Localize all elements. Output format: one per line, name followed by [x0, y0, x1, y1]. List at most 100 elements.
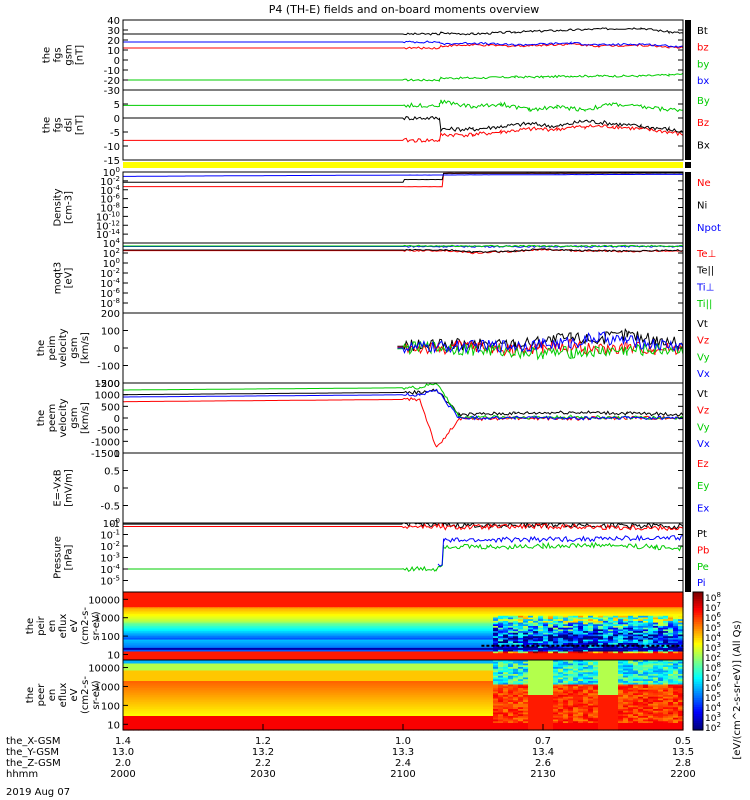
- heatmap-cell: [128, 643, 134, 646]
- heatmap-cell: [283, 610, 289, 613]
- heatmap-cell: [143, 627, 149, 630]
- heatmap-cell: [428, 612, 434, 615]
- heatmap-cell: [593, 646, 599, 649]
- heatmap-cell: [403, 656, 409, 659]
- heatmap-cell: [678, 632, 684, 636]
- heatmap-cell: [403, 620, 409, 624]
- heatmap-cell: [448, 624, 454, 627]
- heatmap-cell: [198, 602, 204, 605]
- heatmap-cell: [413, 660, 419, 663]
- heatmap-cell: [408, 624, 414, 627]
- heatmap-cell: [573, 602, 579, 605]
- heatmap-cell: [413, 607, 419, 610]
- heatmap-cell: [188, 641, 194, 644]
- heatmap-cell: [148, 649, 154, 653]
- heatmap-cell: [433, 595, 439, 598]
- heatmap-cell: [128, 609, 134, 612]
- heatmap-cell: [448, 643, 454, 646]
- heatmap-cell: [528, 622, 534, 625]
- heatmap-cell: [388, 592, 394, 595]
- heatmap-cell: [653, 609, 659, 612]
- heatmap-cell: [223, 614, 229, 617]
- heatmap-cell: [158, 607, 164, 610]
- heatmap-cell: [253, 603, 259, 607]
- heatmap-cell: [603, 646, 609, 649]
- heatmap-cell: [663, 626, 669, 629]
- heatmap-cell: [518, 609, 524, 612]
- heatmap-cell: [178, 658, 184, 661]
- heatmap-cell: [448, 656, 454, 659]
- heatmap-cell: [203, 656, 209, 659]
- heatmap-cell: [458, 614, 464, 617]
- panel-frame: [122, 522, 684, 593]
- heatmap-cell: [283, 631, 289, 634]
- heatmap-cell: [528, 646, 534, 649]
- heatmap-cell: [623, 614, 629, 617]
- heatmap-cell: [443, 597, 449, 600]
- heatmap-cell: [553, 629, 559, 632]
- heatmap-cell: [298, 629, 304, 632]
- heatmap-cell: [663, 661, 669, 665]
- heatmap-cell: [518, 605, 524, 608]
- heatmap-cell: [638, 602, 644, 605]
- heatmap-cell: [663, 660, 669, 663]
- heatmap-cell: [253, 646, 259, 649]
- heatmap-cell: [648, 656, 654, 659]
- heatmap-cell: [398, 614, 404, 617]
- heatmap-cell: [333, 639, 339, 642]
- heatmap-cell: [178, 610, 184, 613]
- heatmap-cell: [308, 658, 314, 661]
- y-tick-label: 10-8: [100, 297, 120, 310]
- heatmap-cell: [128, 622, 134, 625]
- heatmap-cell: [453, 612, 459, 615]
- heatmap-cell: [623, 610, 629, 613]
- heatmap-cell: [413, 624, 419, 627]
- heatmap-cell: [578, 620, 584, 624]
- heatmap-cell: [338, 622, 344, 625]
- heatmap-cell: [488, 602, 494, 605]
- heatmap-cell: [398, 598, 404, 602]
- heatmap-cell: [438, 598, 444, 602]
- heatmap-cell: [323, 629, 329, 632]
- heatmap-cell: [523, 636, 529, 639]
- yellow-strip: [123, 162, 683, 168]
- heatmap-cell: [448, 598, 454, 602]
- heatmap-cell: [358, 636, 364, 639]
- heatmap-cell: [563, 593, 569, 596]
- heatmap-cell: [208, 643, 214, 646]
- heatmap-cell: [463, 637, 469, 641]
- heatmap-cell: [223, 653, 229, 656]
- heatmap-cell: [123, 626, 129, 629]
- heatmap-cell: [428, 603, 434, 607]
- heatmap-cell: [183, 654, 189, 658]
- heatmap-cell: [598, 646, 604, 649]
- heatmap-cell: [488, 658, 494, 661]
- heatmap-cell: [648, 605, 654, 608]
- heatmap-cell: [363, 649, 369, 653]
- heatmap-cell: [428, 595, 434, 598]
- heatmap-cell: [463, 661, 469, 665]
- heatmap-cell: [508, 644, 514, 647]
- heatmap-cell: [398, 615, 404, 619]
- heatmap-cell: [498, 617, 504, 620]
- heatmap-cell: [593, 592, 599, 595]
- heatmap-cell: [388, 631, 394, 634]
- heatmap-cell: [488, 639, 494, 642]
- heatmap-cell: [268, 609, 274, 612]
- heatmap-cell: [378, 634, 384, 637]
- heatmap-cell: [333, 614, 339, 617]
- heatmap-cell: [583, 660, 589, 663]
- heatmap-cell: [408, 656, 414, 659]
- heatmap-cell: [408, 619, 414, 622]
- heatmap-cell: [618, 614, 624, 617]
- heatmap-cell: [618, 605, 624, 608]
- heatmap-cell: [308, 661, 314, 665]
- heatmap-cell: [668, 622, 674, 625]
- heatmap-cell: [558, 622, 564, 625]
- heatmap-cell: [273, 626, 279, 629]
- heatmap-cell: [543, 598, 549, 602]
- heatmap-cell: [413, 610, 419, 613]
- heatmap-cell: [238, 639, 244, 642]
- heatmap-cell: [543, 644, 549, 647]
